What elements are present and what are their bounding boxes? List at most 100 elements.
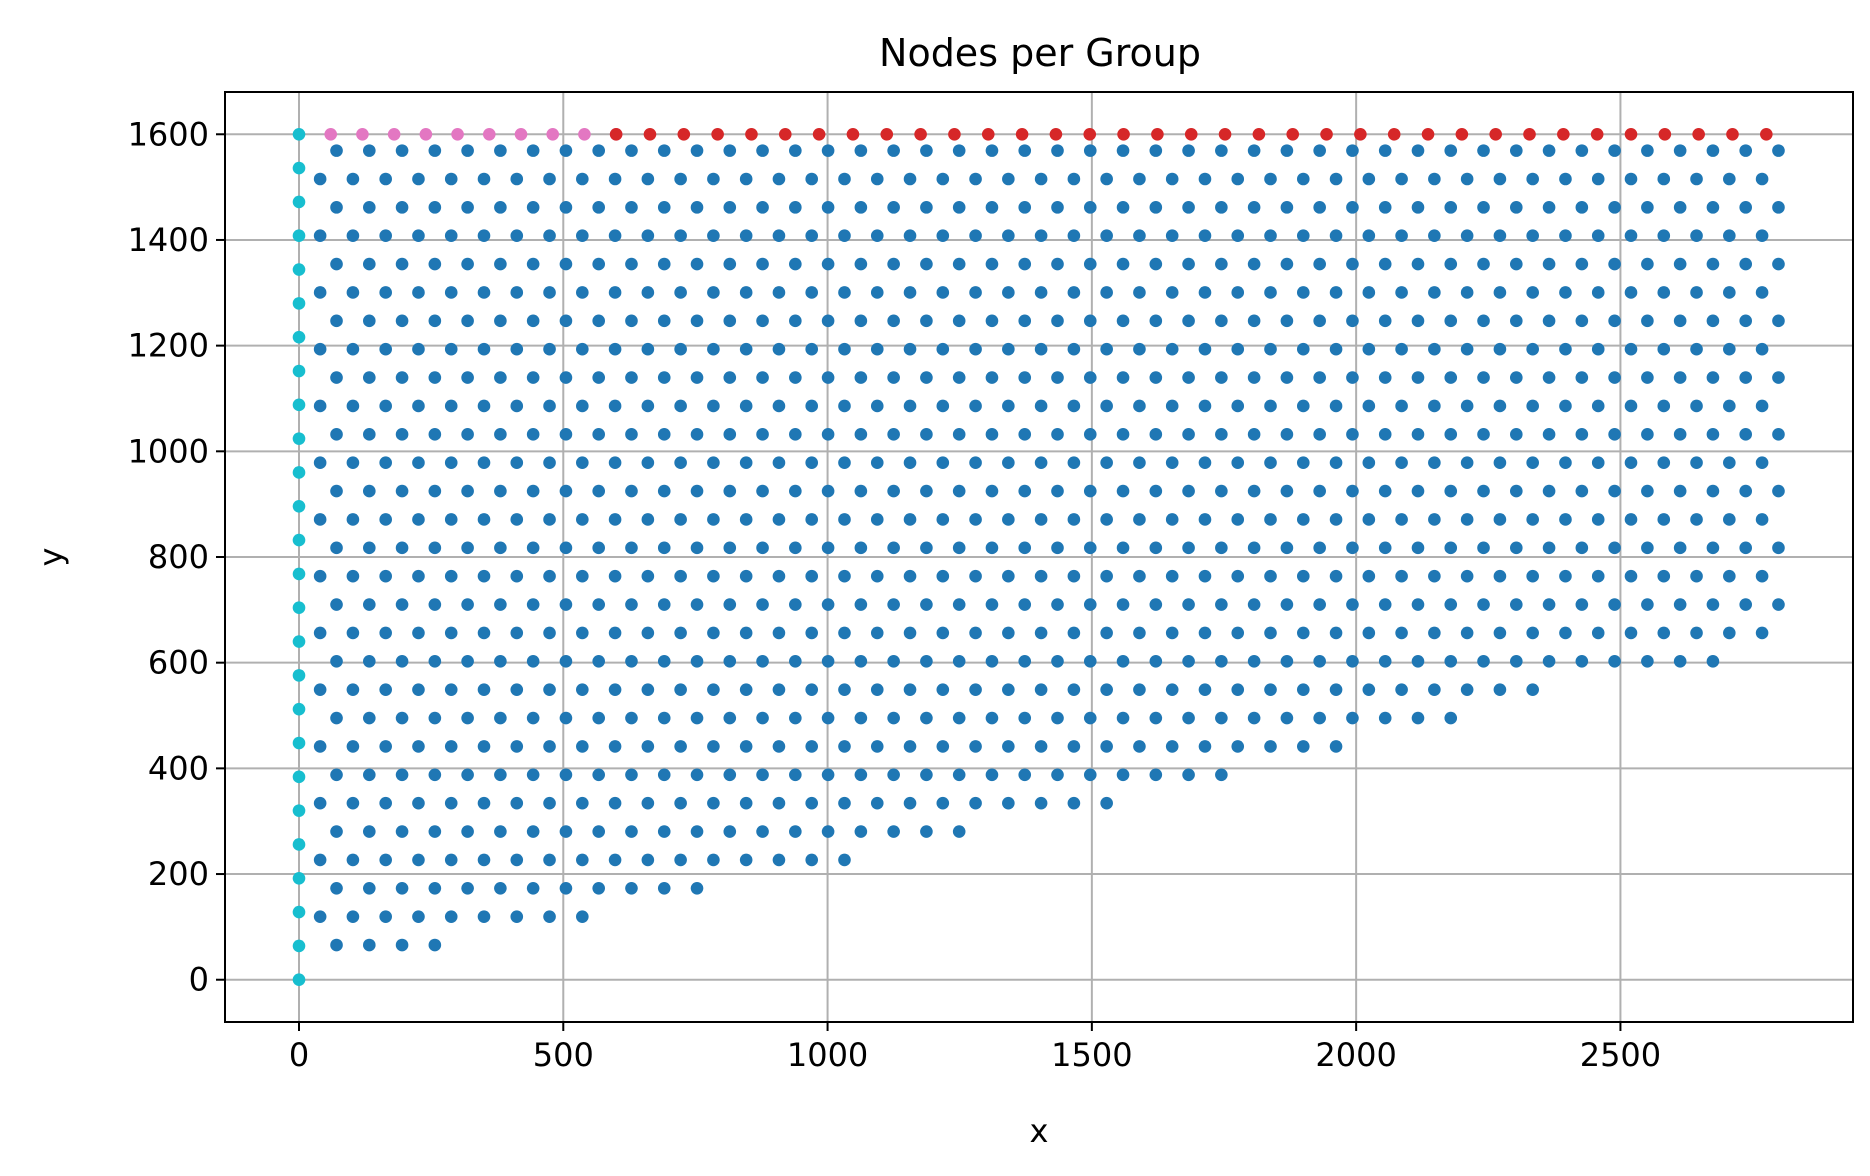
left-boundary-node (292, 466, 306, 479)
top-boundary-node (981, 127, 995, 141)
mesh-node (1051, 314, 1064, 328)
mesh-node (1608, 257, 1621, 271)
mesh-node (657, 711, 671, 725)
mesh-node (739, 569, 753, 583)
mesh-node (1247, 655, 1261, 668)
mesh-node (608, 229, 622, 243)
mesh-node (494, 257, 507, 271)
mesh-node (1460, 229, 1474, 243)
mesh-node (1362, 569, 1376, 583)
top-boundary-node (451, 127, 464, 141)
mesh-node (1755, 456, 1769, 470)
top-boundary-node (546, 127, 560, 141)
mesh-node (1657, 399, 1671, 413)
mesh-node (1051, 371, 1064, 384)
mesh-node (1723, 172, 1736, 186)
mesh-node (494, 598, 507, 611)
mesh-node (346, 456, 360, 470)
mesh-node (526, 314, 540, 328)
mesh-node (395, 711, 409, 725)
mesh-node (920, 201, 933, 214)
mesh-node (494, 314, 507, 328)
top-boundary-node (711, 127, 724, 141)
top-boundary-node (1489, 127, 1502, 141)
mesh-node (887, 598, 900, 611)
mesh-node (1051, 711, 1064, 725)
mesh-node (1428, 513, 1441, 526)
mesh-node (1100, 456, 1113, 470)
mesh-node (1428, 456, 1441, 470)
mesh-node (985, 257, 999, 271)
mesh-node (428, 144, 442, 157)
mesh-node (887, 484, 900, 498)
mesh-node (772, 569, 786, 583)
mesh-node (1575, 484, 1589, 498)
mesh-node (1051, 598, 1064, 611)
mesh-node (1215, 655, 1228, 668)
mesh-node (1313, 371, 1326, 384)
mesh-node (559, 371, 573, 384)
mesh-node (1198, 286, 1212, 299)
mesh-node (395, 938, 409, 952)
left-boundary-node (292, 669, 306, 682)
mesh-node (739, 399, 753, 413)
mesh-node (854, 484, 868, 498)
mesh-node (444, 740, 458, 753)
mesh-node (494, 371, 507, 384)
mesh-node (657, 314, 671, 328)
mesh-node (1165, 342, 1179, 356)
mesh-node (412, 683, 425, 696)
mesh-node (821, 541, 835, 555)
mesh-node (559, 598, 573, 611)
top-boundary-node (880, 127, 894, 141)
mesh-node (461, 881, 474, 895)
mesh-node (313, 796, 327, 810)
mesh-node (903, 399, 917, 413)
mesh-node (1723, 626, 1736, 640)
mesh-node (625, 655, 638, 668)
mesh-node (723, 541, 737, 555)
mesh-node (1428, 683, 1441, 696)
mesh-node (1510, 484, 1523, 498)
mesh-node (1510, 257, 1523, 271)
mesh-node (1444, 314, 1458, 328)
mesh-node (903, 513, 917, 526)
mesh-node (1755, 172, 1769, 186)
mesh-node (969, 229, 982, 243)
mesh-node (1002, 569, 1015, 583)
mesh-node (1657, 513, 1671, 526)
mesh-node (1591, 342, 1605, 356)
mesh-node (1280, 655, 1294, 668)
mesh-node (936, 796, 950, 810)
mesh-node (379, 172, 392, 186)
mesh-node (395, 598, 409, 611)
mesh-node (1739, 541, 1752, 555)
mesh-node (1706, 484, 1720, 498)
mesh-node (1559, 456, 1572, 470)
mesh-node (674, 229, 687, 243)
mesh-node (805, 286, 819, 299)
mesh-node (723, 484, 737, 498)
mesh-node (1346, 598, 1359, 611)
mesh-node (1329, 569, 1343, 583)
mesh-node (1362, 229, 1376, 243)
mesh-node (1083, 768, 1097, 782)
mesh-node (1723, 456, 1736, 470)
mesh-node (444, 796, 458, 810)
mesh-node (1559, 342, 1572, 356)
mesh-node (1116, 201, 1130, 214)
mesh-node (1247, 201, 1261, 214)
mesh-node (576, 683, 589, 696)
mesh-node (1362, 172, 1376, 186)
mesh-node (379, 229, 392, 243)
mesh-node (657, 655, 671, 668)
mesh-node (1477, 541, 1490, 555)
mesh-node (723, 825, 737, 838)
mesh-node (657, 541, 671, 555)
mesh-node (690, 881, 704, 895)
mesh-node (592, 881, 605, 895)
mesh-node (1034, 399, 1048, 413)
mesh-node (789, 598, 802, 611)
mesh-node (1641, 598, 1654, 611)
mesh-node (1215, 144, 1228, 157)
